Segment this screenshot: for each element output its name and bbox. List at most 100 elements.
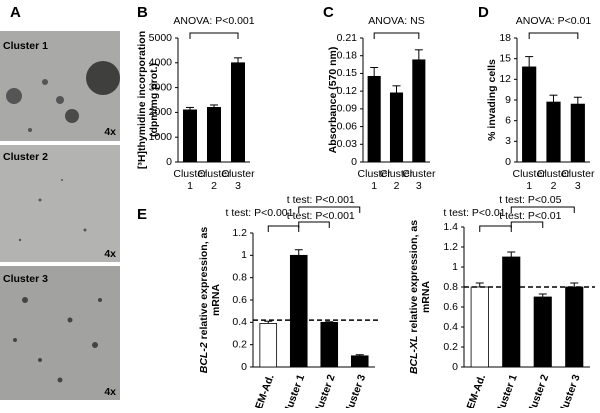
- bar: [259, 323, 278, 368]
- y-tick-label: 1.2: [232, 227, 247, 239]
- annotation: ANOVA: P<0.001: [173, 15, 254, 27]
- bar: [320, 321, 339, 368]
- y-tick-label: 6: [505, 114, 511, 126]
- y-tick-label: 3: [505, 135, 511, 147]
- error-bar: [392, 85, 401, 93]
- annotation: t test: P<0.001: [225, 207, 293, 219]
- bracket: [479, 225, 512, 232]
- error-bar: [414, 49, 423, 60]
- panel-label: E: [137, 206, 147, 223]
- y-tick-label: 0.03: [337, 138, 358, 150]
- y-axis-label: BCL-2 relative expression, asmRNA: [198, 227, 222, 374]
- x-tick-label: Cluster 2: [197, 168, 231, 192]
- y-tick-label: 0.8: [232, 271, 247, 283]
- annotation: ANOVA: NS: [368, 15, 424, 27]
- x-tick-label: Cluster 3: [342, 373, 369, 408]
- y-tick-label: 0: [166, 156, 172, 168]
- x-tick-label: Cluster 2: [311, 373, 338, 408]
- bracket: [298, 221, 330, 228]
- annotation: ANOVA: P<0.01: [516, 15, 592, 27]
- y-tick-label: 0: [241, 361, 247, 373]
- annotation: t test: P<0.001: [287, 194, 355, 206]
- micrograph: [0, 145, 120, 262]
- y-label-line: [³H]thymidine incorporation: [136, 31, 148, 169]
- y-label-line: relative expression, as: [408, 220, 420, 336]
- x-tick-label: Cluster 2: [380, 168, 414, 192]
- bar: [470, 286, 489, 368]
- x-tick-label: NHEM-Ad.: [248, 373, 277, 408]
- panel-label: D: [478, 4, 489, 21]
- error-bar: [234, 57, 242, 63]
- micrograph: [0, 266, 120, 400]
- y-tick-label: 5000: [149, 32, 173, 44]
- error-bar: [294, 249, 303, 256]
- y-tick-label: 0.09: [337, 103, 358, 115]
- error-bar: [549, 94, 558, 103]
- y-tick-label: 2000: [149, 106, 173, 118]
- x-tick-label: Cluster 1: [173, 168, 207, 192]
- error-bar: [475, 282, 484, 287]
- y-tick-label: 1.4: [443, 221, 458, 233]
- error-bar: [370, 67, 379, 77]
- annotation: t test: P<0.05: [499, 194, 561, 206]
- y-label-line: (dpm/mg prot.): [148, 63, 160, 137]
- error-bar: [186, 106, 194, 110]
- bar: [230, 62, 245, 163]
- error-bar: [210, 104, 218, 108]
- bracket: [510, 206, 575, 213]
- y-tick-label: 4000: [149, 57, 173, 69]
- y-tick-label: 1: [241, 249, 247, 261]
- y-axis-label: [³H]thymidine incorporation(dpm/mg prot.…: [136, 31, 160, 169]
- y-tick-label: 1.2: [443, 241, 458, 253]
- x-tick-label: Cluster 1: [513, 168, 547, 192]
- magnification: 4x: [104, 248, 116, 260]
- annotation: t test: P<0.01: [443, 207, 505, 219]
- error-bar: [507, 251, 516, 257]
- x-tick-label: Cluster 2: [525, 373, 552, 408]
- y-tick-label: 0.2: [443, 341, 458, 353]
- y-tick-label: 0.4: [232, 316, 247, 328]
- image-label: Cluster 1: [3, 40, 48, 52]
- micrograph: [0, 31, 120, 141]
- error-bar: [525, 56, 534, 67]
- y-axis-label: % invading cells: [486, 59, 498, 141]
- y-tick-label: 0.15: [337, 67, 358, 79]
- bracket: [298, 206, 361, 213]
- y-tick-label: 0.06: [337, 120, 358, 132]
- x-tick-label: Cluster 3: [556, 373, 583, 408]
- y-tick-label: 0.4: [443, 321, 458, 333]
- bracket: [528, 32, 579, 39]
- bar: [206, 107, 221, 163]
- image-label: Cluster 3: [3, 273, 48, 285]
- bar: [533, 296, 552, 368]
- y-label-gene: BCL-XL: [408, 336, 420, 375]
- y-label-gene: BCL-2: [198, 342, 210, 373]
- annotation: t test: P<0.01: [499, 210, 561, 222]
- x-tick-label: Cluster 1: [493, 373, 520, 408]
- error-bar: [538, 293, 547, 297]
- error-bar: [355, 354, 364, 356]
- image-label: Cluster 2: [3, 151, 48, 163]
- bar: [350, 355, 369, 368]
- x-tick-label: Cluster 1: [358, 168, 392, 192]
- y-tick-label: 0.8: [443, 281, 458, 293]
- y-label-line: relative expression, as: [198, 227, 210, 343]
- bracket: [189, 32, 239, 39]
- bar: [367, 75, 381, 163]
- bracket: [373, 32, 420, 39]
- panel-label: C: [323, 4, 334, 21]
- y-axis-label: BCL-XL relative expression, asmRNA: [408, 220, 432, 374]
- y-axis-label: Absorbance (570 nm): [327, 47, 339, 154]
- bar: [412, 59, 426, 163]
- x-tick-label: Cluster 3: [402, 168, 436, 192]
- y-tick-label: 1000: [149, 131, 173, 143]
- error-bar: [264, 320, 273, 324]
- x-tick-label: NHEM-Ad.: [459, 373, 488, 408]
- x-tick-label: Cluster 3: [221, 168, 255, 192]
- magnification: 4x: [104, 386, 116, 398]
- y-tick-label: 0.6: [443, 301, 458, 313]
- bar: [522, 66, 537, 163]
- panel-label: B: [137, 4, 148, 21]
- y-tick-label: 1: [452, 261, 458, 273]
